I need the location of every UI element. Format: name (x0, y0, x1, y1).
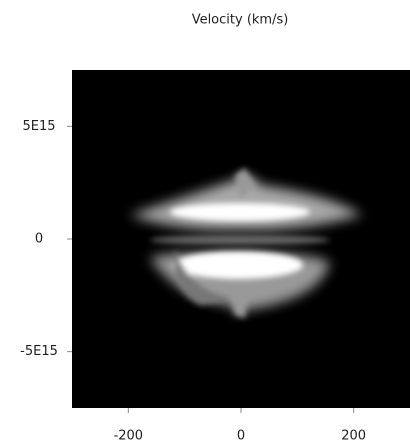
y-tick-label: -5E15 (20, 344, 58, 359)
chart-title: Velocity (km/s) (192, 13, 289, 28)
x-tick-label: -200 (114, 429, 144, 444)
plot-image (72, 70, 410, 408)
y-tick-label: 0 (35, 232, 43, 247)
x-tick-label: 0 (237, 429, 245, 444)
x-tick-label: 200 (341, 429, 366, 444)
y-tick-label: 5E15 (22, 119, 55, 134)
